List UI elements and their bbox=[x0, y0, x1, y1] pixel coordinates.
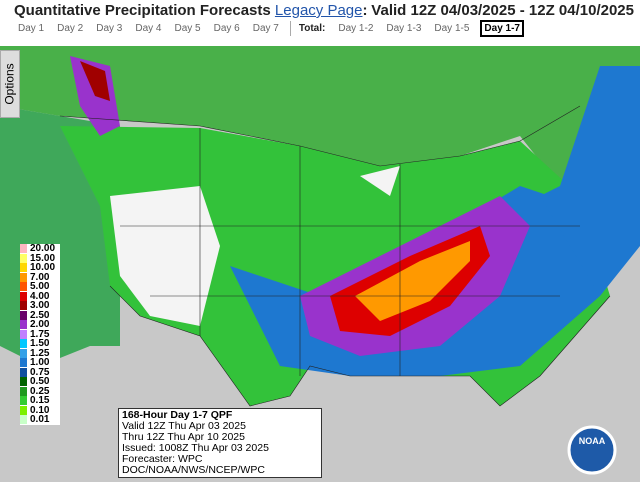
options-label: Options bbox=[2, 63, 17, 105]
legend-swatch bbox=[20, 348, 27, 358]
legend: 20.00 15.00 10.00 7.00 5.00 4.00 3.00 2.50 2.00 1… bbox=[20, 244, 60, 425]
day-tab[interactable]: Day 3 bbox=[96, 23, 123, 34]
legend-swatch bbox=[20, 358, 27, 368]
day-tab[interactable]: Day 2 bbox=[57, 23, 84, 34]
info-title: 168-Hour Day 1-7 QPF bbox=[122, 409, 233, 421]
options-tab[interactable]: Options bbox=[0, 50, 20, 118]
legend-swatch bbox=[20, 253, 27, 263]
legend-swatch bbox=[20, 377, 27, 387]
header: Quantitative Precipitation Forecasts Leg… bbox=[14, 2, 368, 19]
day-tab[interactable]: Day 1 bbox=[18, 23, 45, 34]
legend-swatch bbox=[20, 367, 27, 377]
legend-swatch bbox=[20, 263, 27, 273]
legend-label: 0.01 bbox=[30, 414, 50, 425]
legend-label: 0.75 bbox=[30, 366, 50, 378]
info-box: 168-Hour Day 1-7 QPF Valid 12Z Thu Apr 03… bbox=[118, 408, 322, 478]
border-south bbox=[109, 285, 611, 407]
dry-lakes bbox=[360, 166, 400, 196]
legend-swatch bbox=[20, 301, 27, 311]
legend-label: 0.25 bbox=[30, 385, 50, 397]
northwest-red bbox=[80, 61, 110, 101]
info-line: DOC/NOAA/NWS/NCEP/WPC bbox=[122, 464, 265, 476]
noaa-logo bbox=[567, 425, 617, 475]
legend-swatch bbox=[20, 386, 27, 396]
dry-west bbox=[110, 186, 220, 326]
legend-swatch bbox=[20, 244, 27, 254]
legend-label: 20.00 bbox=[30, 243, 56, 254]
legend-label: 1.00 bbox=[30, 357, 50, 368]
legend-row: 1.50 bbox=[20, 339, 60, 349]
legend-swatch bbox=[20, 339, 27, 349]
legend-row: 0.15 bbox=[20, 396, 60, 406]
legend-row: 0.50 bbox=[20, 377, 60, 387]
boundaries bbox=[59, 105, 611, 407]
legend-row: 3.00 bbox=[20, 301, 60, 311]
orange-area bbox=[355, 241, 470, 321]
legend-row: 20.00 bbox=[20, 244, 60, 254]
legend-row: 0.75 bbox=[20, 366, 60, 378]
legend-swatch bbox=[20, 282, 27, 292]
legend-row: 7.00 bbox=[20, 271, 60, 283]
legend-row: 2.00 bbox=[20, 320, 60, 330]
legend-swatch bbox=[20, 396, 27, 406]
total-tab[interactable]: Day 1-3 bbox=[386, 23, 422, 34]
title: Quantitative Precipitation Forecasts bbox=[14, 2, 271, 19]
legend-row: 10.00 bbox=[20, 263, 60, 273]
valid-period: Valid 12Z 04/03/2025 - 12Z 04/10/2025 bbox=[371, 2, 634, 19]
legend-label: 2.00 bbox=[30, 319, 50, 330]
legend-row: 1.75 bbox=[20, 328, 60, 340]
legend-swatch bbox=[20, 310, 27, 320]
legend-label: 3.00 bbox=[30, 300, 50, 311]
legend-row: 0.10 bbox=[20, 404, 60, 416]
legend-label: 15.00 bbox=[30, 252, 56, 264]
day-tab[interactable]: Day 6 bbox=[213, 23, 240, 34]
legend-swatch bbox=[20, 405, 27, 415]
legend-label: 5.00 bbox=[30, 281, 50, 292]
info-line: Issued: 1008Z Thu Apr 03 2025 bbox=[122, 442, 269, 454]
legend-swatch bbox=[20, 320, 27, 330]
legend-swatch bbox=[20, 415, 27, 425]
total-tab[interactable]: Day 1-2 bbox=[338, 23, 374, 34]
legend-swatch bbox=[20, 291, 27, 301]
legend-row: 0.01 bbox=[20, 415, 60, 425]
legend-label: 1.25 bbox=[30, 347, 50, 359]
legend-row: 5.00 bbox=[20, 282, 60, 292]
colon: : bbox=[362, 2, 368, 19]
legend-label: 0.50 bbox=[30, 376, 50, 387]
day-tab[interactable]: Day 5 bbox=[174, 23, 201, 34]
legend-label: 0.15 bbox=[30, 395, 50, 406]
legend-row: 4.00 bbox=[20, 290, 60, 302]
canada-region bbox=[0, 46, 640, 206]
legend-row: 1.25 bbox=[20, 347, 60, 359]
legend-row: 0.25 bbox=[20, 385, 60, 397]
legend-label: 10.00 bbox=[30, 262, 56, 273]
tabs: Day 1 Day 2 Day 3 Day 4 Day 5 Day 6 Day 7 Total… bbox=[16, 20, 533, 37]
info-line: Forecaster: WPC bbox=[122, 453, 203, 465]
legend-label: 4.00 bbox=[30, 290, 50, 302]
day-tab[interactable]: Day 7 bbox=[252, 23, 279, 34]
northeast-blue bbox=[540, 66, 640, 296]
legend-label: 7.00 bbox=[30, 271, 50, 283]
legend-row: 2.50 bbox=[20, 309, 60, 321]
day-tab[interactable]: Day 4 bbox=[135, 23, 162, 34]
logo-text: NOAA bbox=[579, 436, 606, 446]
info-line: Thru 12Z Thu Apr 10 2025 bbox=[122, 431, 245, 443]
legend-label: 0.10 bbox=[30, 404, 50, 416]
legend-label: 1.75 bbox=[30, 328, 50, 340]
legend-swatch bbox=[20, 272, 27, 282]
legend-label: 2.50 bbox=[30, 309, 50, 321]
info-line: Valid 12Z Thu Apr 03 2025 bbox=[122, 420, 246, 432]
legend-row: 1.00 bbox=[20, 358, 60, 368]
total-tab[interactable]: Day 1-7 bbox=[480, 20, 524, 37]
border-north bbox=[59, 105, 581, 167]
legacy-link[interactable]: Legacy Page bbox=[274, 2, 363, 19]
legend-label: 1.50 bbox=[30, 338, 50, 349]
legend-swatch bbox=[20, 329, 27, 339]
total-label: Total: bbox=[289, 21, 327, 36]
legend-row: 15.00 bbox=[20, 252, 60, 264]
total-tab[interactable]: Day 1-5 bbox=[434, 23, 470, 34]
